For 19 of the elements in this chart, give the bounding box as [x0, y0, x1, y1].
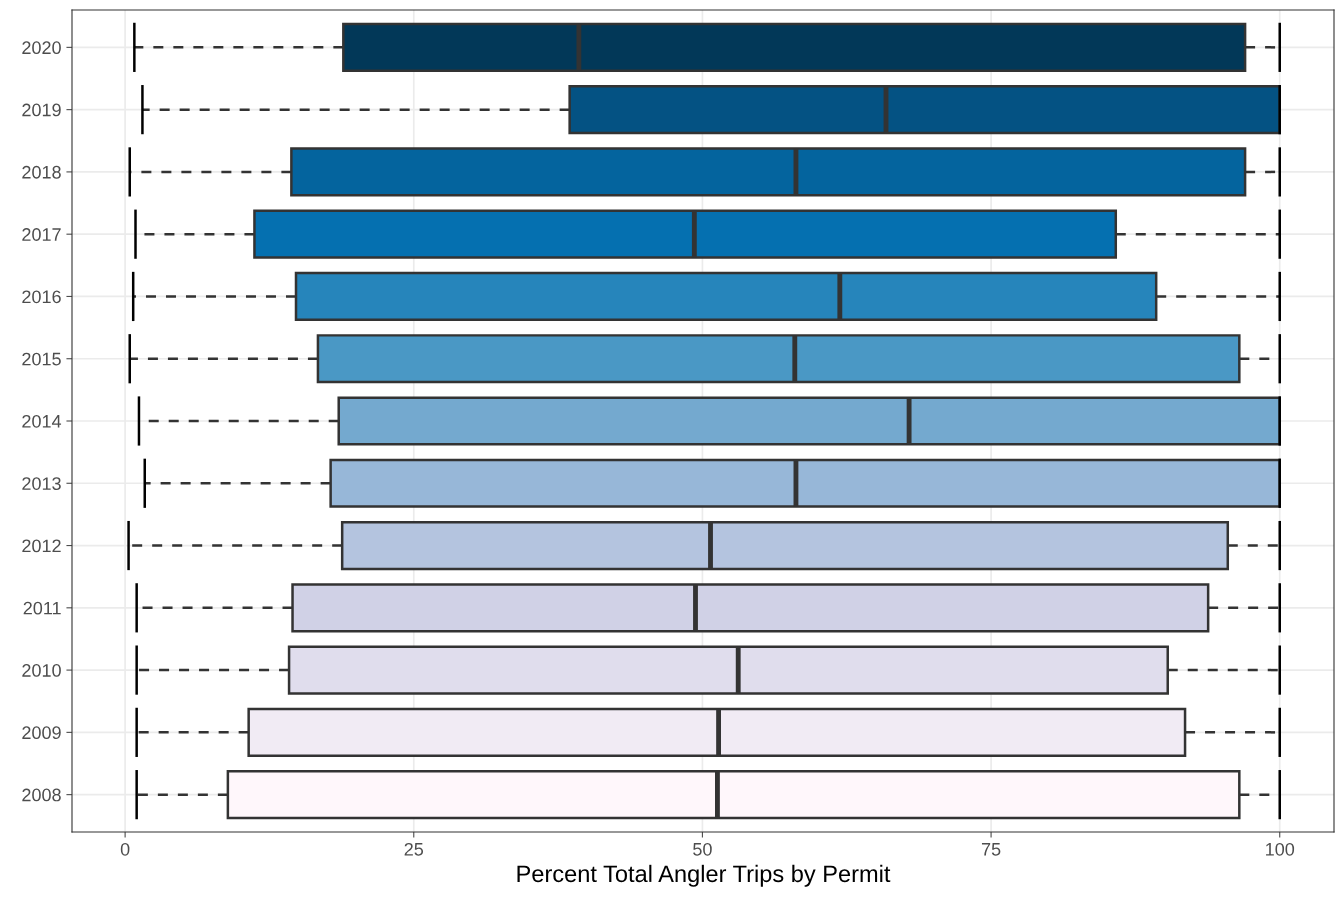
y-tick-label: 2008	[22, 788, 61, 802]
y-tick-label: 2014	[22, 414, 62, 428]
y-tick-label: 2012	[22, 539, 61, 553]
y-tick-label: 2009	[22, 726, 61, 740]
y-tick-label: 2010	[22, 664, 61, 677]
y-tick-label: 2013	[22, 477, 61, 490]
x-tick-label: 50	[693, 842, 712, 856]
y-tick-label: 2019	[22, 103, 61, 117]
y-tick-label: 2020	[22, 41, 61, 55]
x-tick-label: 25	[404, 842, 424, 856]
x-axis-title: Percent Total Angler Trips by Permit	[517, 864, 891, 887]
x-tick-label: 75	[981, 843, 1001, 856]
y-tick-label: 2017	[22, 228, 61, 241]
y-tick-label: 2011	[23, 601, 61, 615]
x-tick-label: 0	[120, 842, 130, 856]
y-tick-label: 2015	[22, 352, 61, 366]
y-tick-label: 2016	[22, 290, 61, 304]
y-tick-label: 2018	[22, 165, 61, 179]
x-tick-label: 100	[1266, 842, 1295, 856]
